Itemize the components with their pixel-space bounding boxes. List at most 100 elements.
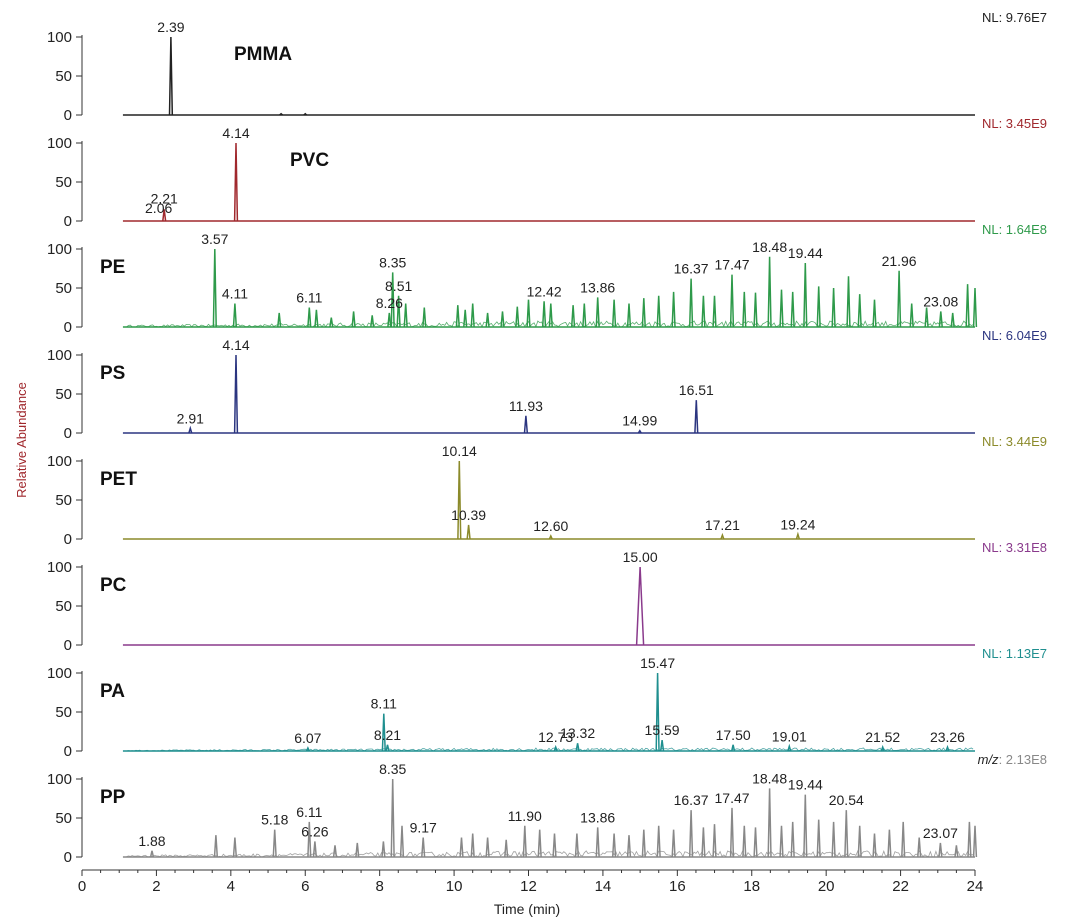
peak-label: 14.99 (622, 413, 657, 429)
peak (626, 835, 632, 858)
peak (611, 833, 617, 858)
polymer-label: PC (100, 575, 127, 596)
peak-label: 13.86 (580, 279, 615, 295)
peak-label: 19.01 (772, 728, 807, 744)
peak (787, 743, 792, 752)
peak-label: 6.07 (294, 730, 321, 746)
peak (730, 744, 736, 752)
nl-label: NL: 3.31E8 (982, 540, 1047, 555)
peak (965, 284, 970, 328)
nl-label: NL: 1.13E7 (982, 646, 1047, 661)
peak (168, 36, 174, 116)
peak (570, 305, 576, 328)
y-tick-label: 0 (64, 743, 72, 760)
peak (403, 303, 408, 328)
panel-ps: 0 50 100 2.91 4.14 11.93 14.99 16.51 PS NL: 6.04E… (47, 328, 1047, 442)
peak (553, 744, 558, 752)
peak (924, 307, 929, 328)
peak (779, 825, 784, 858)
peak-label: 18.48 (752, 770, 787, 786)
peak-label: 23.08 (923, 293, 958, 309)
peak-label: 17.21 (705, 517, 740, 533)
polymer-label: PS (100, 363, 125, 384)
y-tick-label: 100 (47, 559, 72, 576)
panel-pe: 0 50 100 3.57 4.11 6.11 8.26 8.35 8.51 12.42 13.86… (47, 222, 1047, 336)
y-tick-label: 50 (55, 492, 72, 509)
peak-label: 2.06 (145, 200, 172, 216)
polymer-label: PA (100, 681, 125, 702)
peak-label: 15.59 (645, 722, 680, 738)
peak (470, 833, 475, 858)
peak (901, 821, 906, 858)
peak (312, 841, 318, 858)
peak-label: 8.26 (376, 295, 403, 311)
peak (466, 524, 471, 540)
peak-label: 2.91 (177, 410, 204, 426)
peak-label: 13.32 (560, 725, 595, 741)
x-tick-label: 0 (78, 878, 86, 895)
peak-label: 23.07 (923, 825, 958, 841)
nl-label: NL: 3.45E9 (982, 116, 1047, 131)
peak-label: 12.73 (538, 729, 573, 745)
nl-label: NL: 6.04E9 (982, 328, 1047, 343)
peak-label: 15.47 (640, 655, 675, 671)
peak (909, 303, 914, 328)
x-axis-title: Time (min) (494, 901, 560, 917)
peak (803, 262, 808, 328)
peak (872, 299, 877, 328)
peak (671, 291, 676, 328)
peak (803, 794, 808, 858)
peak (694, 400, 699, 434)
nl-label: m/z: 2.13E8 (978, 752, 1047, 767)
x-tick-label: 16 (669, 878, 686, 895)
y-tick-label: 50 (55, 280, 72, 297)
peak (329, 317, 334, 328)
peak (390, 272, 395, 328)
peak (149, 850, 155, 858)
peak (305, 746, 310, 752)
peak (233, 354, 239, 434)
peak (582, 303, 587, 328)
peak (504, 839, 509, 858)
y-tick-label: 0 (64, 107, 72, 124)
peak (950, 312, 955, 328)
y-tick-label: 50 (55, 68, 72, 85)
peak (857, 825, 862, 858)
peak (611, 299, 617, 328)
peak-label: 19.44 (788, 777, 823, 793)
peak-label: 2.39 (157, 19, 184, 35)
peak (844, 810, 849, 858)
peak (370, 315, 375, 328)
x-tick-label: 10 (446, 878, 463, 895)
peak (656, 295, 661, 328)
peak-label: 4.14 (222, 337, 249, 353)
peak (421, 837, 426, 858)
peak-label: 19.24 (780, 516, 815, 532)
nl-label: NL: 3.44E9 (982, 434, 1047, 449)
peak (967, 821, 972, 858)
y-tick-label: 100 (47, 453, 72, 470)
peak (233, 142, 239, 222)
peak (846, 276, 851, 328)
peak (396, 295, 401, 328)
y-tick-label: 100 (47, 135, 72, 152)
peak (523, 415, 529, 434)
y-tick-label: 0 (64, 213, 72, 230)
peak (712, 824, 717, 858)
peak-label: 17.47 (715, 257, 750, 273)
peak (816, 286, 821, 328)
nl-label: NL: 1.64E8 (982, 222, 1047, 237)
peak-label: 15.00 (623, 549, 658, 565)
nl-label: NL: 9.76E7 (982, 10, 1047, 25)
y-axis-title: Relative Abundance (14, 382, 29, 498)
peak-label: 9.17 (410, 820, 437, 836)
peak (626, 303, 632, 328)
y-tick-label: 0 (64, 531, 72, 548)
peak (381, 713, 386, 752)
peak (701, 295, 706, 328)
peak (303, 112, 308, 116)
peak (307, 821, 312, 858)
peak-label: 4.14 (222, 125, 249, 141)
trace-noise (126, 747, 974, 752)
